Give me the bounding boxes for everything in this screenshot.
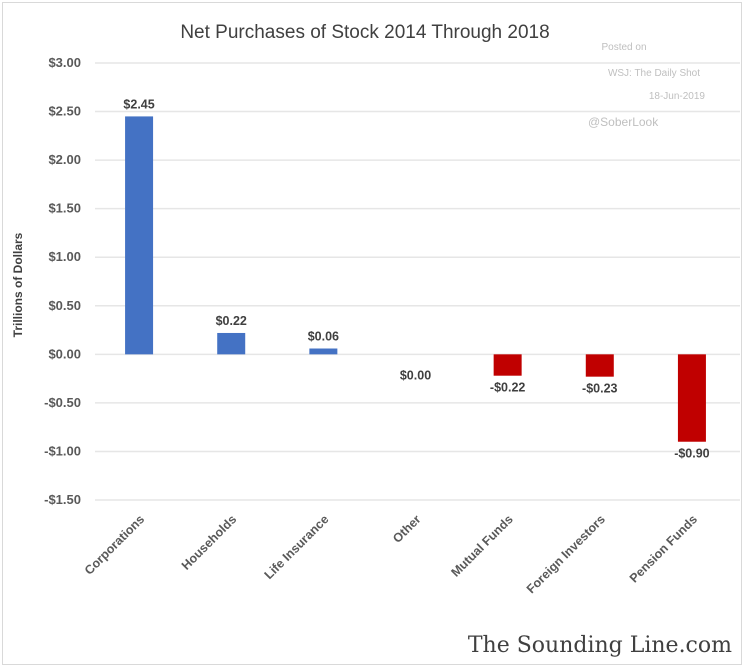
category-label: Other [390,512,424,546]
y-tick-label: $1.50 [48,201,81,216]
source-note: WSJ: The Daily Shot [608,68,700,79]
data-label: -$0.90 [674,447,709,461]
category-label: Households [179,512,240,573]
category-label: Pension Funds [627,512,700,585]
y-tick-label: $3.00 [48,55,81,70]
data-label: $0.00 [400,368,431,382]
brand-watermark: The Sounding Line.com [468,633,732,658]
data-label: -$0.22 [490,381,525,395]
y-axis-ticks: $3.00 $2.50 $2.00 $1.50 $1.00 $0.50 $0.00 -$0.5… [44,55,81,507]
category-label: Foreign Investors [524,512,608,596]
data-label: $0.06 [308,330,339,344]
y-tick-label: -$1.00 [44,443,81,458]
bar-mutual-funds [493,354,522,376]
y-tick-label: $1.00 [48,249,81,264]
data-label: $2.45 [123,97,154,111]
data-labels: $2.45 $0.22 $0.06 $0.00 -$0.22 -$0.23 -$0.90 [123,97,709,460]
bar-life-insurance [309,348,338,355]
y-tick-label: -$0.50 [44,395,81,410]
bar-foreign-investors [585,354,614,377]
data-label: $0.22 [216,314,247,328]
category-label: Corporations [82,512,147,577]
chart-title: Net Purchases of Stock 2014 Through 2018 [180,22,549,43]
bar-pension-funds [677,354,706,442]
category-label: Mutual Funds [448,512,515,579]
posted-on-note: Posted on [601,42,646,53]
y-tick-label: $0.50 [48,298,81,313]
y-tick-label: $0.00 [48,346,81,361]
y-axis-label: Trillions of Dollars [11,232,25,337]
bar-households [217,332,246,355]
twitter-handle: @SoberLook [588,115,659,129]
gridlines [95,62,740,501]
y-tick-label: $2.50 [48,104,81,119]
y-tick-label: $2.00 [48,152,81,167]
category-label: Life Insurance [262,512,332,582]
data-label: -$0.23 [582,382,617,396]
date-note: 18-Jun-2019 [649,91,706,102]
bar-corporations [125,116,154,355]
category-labels: Corporations Households Life Insurance Othe… [82,512,700,596]
y-tick-label: -$1.50 [44,492,81,507]
bars [125,116,706,442]
